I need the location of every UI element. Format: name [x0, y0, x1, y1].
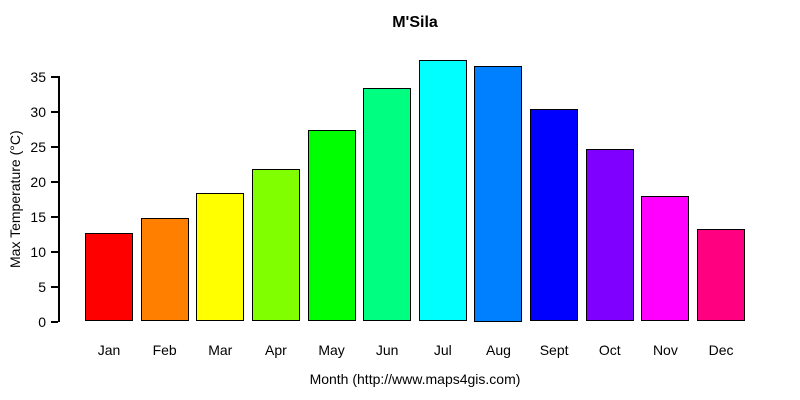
bar-dec — [697, 229, 746, 322]
bar-jul — [418, 59, 467, 322]
y-tick-label: 20 — [30, 173, 46, 190]
x-tick-label-apr: Apr — [265, 342, 287, 358]
x-tick-label-sept: Sept — [539, 342, 569, 358]
bar-sept — [530, 109, 579, 322]
y-tick-label: 0 — [38, 313, 46, 330]
bar-jan — [85, 232, 133, 322]
bar-feb — [140, 217, 189, 322]
y-tick — [51, 250, 58, 253]
x-tick-label-nov: Nov — [652, 342, 678, 358]
x-tick-label-jul: Jul — [433, 342, 452, 358]
y-tick — [51, 215, 58, 218]
x-tick-label-may: May — [318, 342, 345, 358]
y-tick — [51, 75, 58, 78]
y-tick-label: 30 — [30, 103, 46, 120]
chart-title: M'Sila — [392, 14, 438, 31]
bar-nov — [641, 196, 690, 322]
x-tick-label-feb: Feb — [152, 342, 177, 358]
x-tick-label-mar: Mar — [208, 342, 233, 358]
y-tick-label: 15 — [30, 208, 46, 225]
y-tick — [51, 320, 58, 323]
y-tick — [51, 180, 58, 183]
bar-jun — [363, 87, 412, 322]
y-tick-label: 35 — [30, 68, 46, 85]
x-tick-label-jun: Jun — [375, 342, 399, 358]
bar-mar — [196, 192, 245, 322]
y-tick-label: 10 — [30, 243, 46, 260]
x-tick-label-jan: Jan — [97, 342, 121, 358]
y-tick — [51, 110, 58, 113]
x-tick-label-dec: Dec — [708, 342, 734, 358]
y-tick — [51, 285, 58, 288]
bar-aug — [474, 66, 523, 322]
x-tick-label-aug: Aug — [486, 342, 511, 358]
bar-apr — [251, 168, 300, 322]
x-axis-label: Month (http://www.maps4gis.com) — [309, 371, 521, 387]
bar-may — [307, 130, 356, 322]
bar-oct — [585, 148, 634, 322]
y-tick-label: 25 — [30, 138, 46, 155]
y-tick — [51, 145, 58, 148]
y-axis-line — [58, 76, 60, 322]
x-tick-label-oct: Oct — [598, 342, 621, 358]
y-tick-label: 5 — [38, 278, 46, 295]
